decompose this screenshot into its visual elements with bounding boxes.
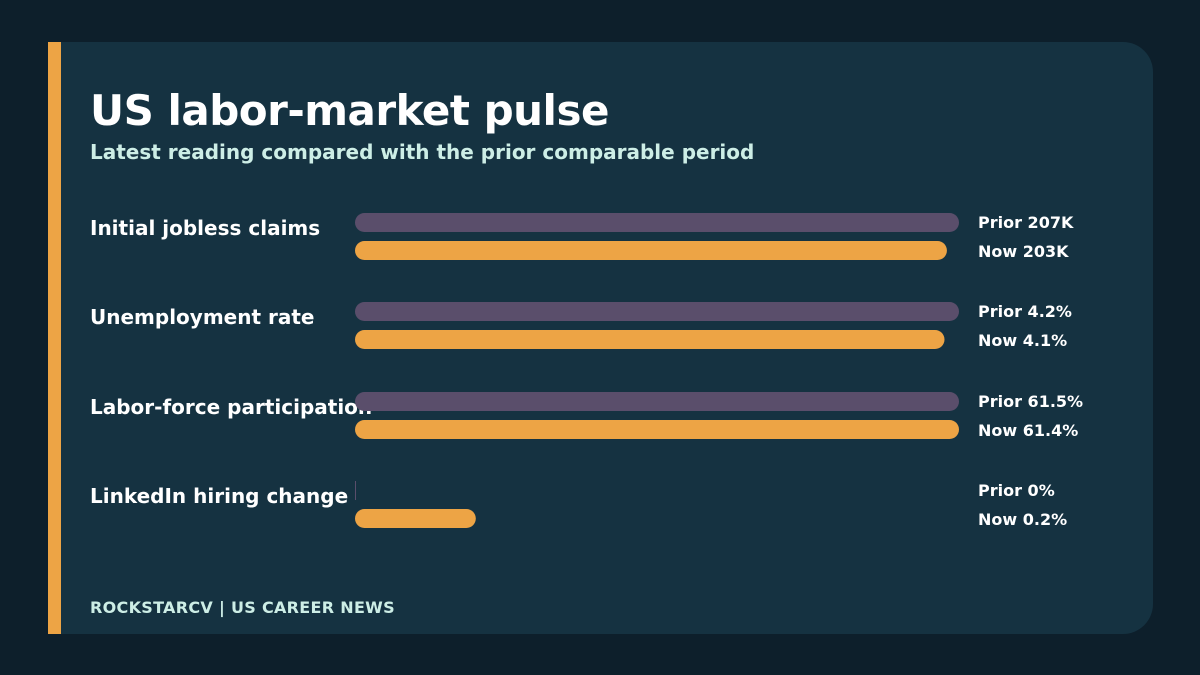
prior-bar-3 <box>355 392 959 411</box>
category-label-labor-force-participation: Labor-force participation <box>90 395 373 419</box>
prior-value-label: Prior 207K <box>978 213 1074 232</box>
prior-bar-1 <box>355 213 959 232</box>
category-label-linkedin-hiring-change: LinkedIn hiring change <box>90 484 349 508</box>
bar-chart-plot <box>355 213 959 528</box>
category-label-initial-jobless-claims: Initial jobless claims <box>90 216 321 240</box>
chart-card: US labor-market pulse Latest reading com… <box>48 42 1153 634</box>
prior-bar-4 <box>355 481 356 500</box>
chart-title: US labor-market pulse <box>90 86 609 135</box>
now-value-label: Now 61.4% <box>978 421 1079 440</box>
now-bar-3 <box>355 420 959 439</box>
now-value-label: Now 203K <box>978 242 1069 261</box>
now-bar-2 <box>355 330 945 349</box>
accent-stripe <box>48 42 61 634</box>
prior-value-label: Prior 61.5% <box>978 392 1084 411</box>
now-value-label: Now 0.2% <box>978 510 1068 529</box>
chart-subtitle: Latest reading compared with the prior c… <box>90 140 755 164</box>
now-value-label: Now 4.1% <box>978 331 1068 350</box>
prior-bar-2 <box>355 302 959 321</box>
category-label-unemployment-rate: Unemployment rate <box>90 305 315 329</box>
now-bar-1 <box>355 241 947 260</box>
footer-brand: ROCKSTARCV | US CAREER NEWS <box>90 598 395 617</box>
now-bar-4 <box>355 509 476 528</box>
prior-value-label: Prior 4.2% <box>978 302 1072 321</box>
prior-value-label: Prior 0% <box>978 481 1055 500</box>
